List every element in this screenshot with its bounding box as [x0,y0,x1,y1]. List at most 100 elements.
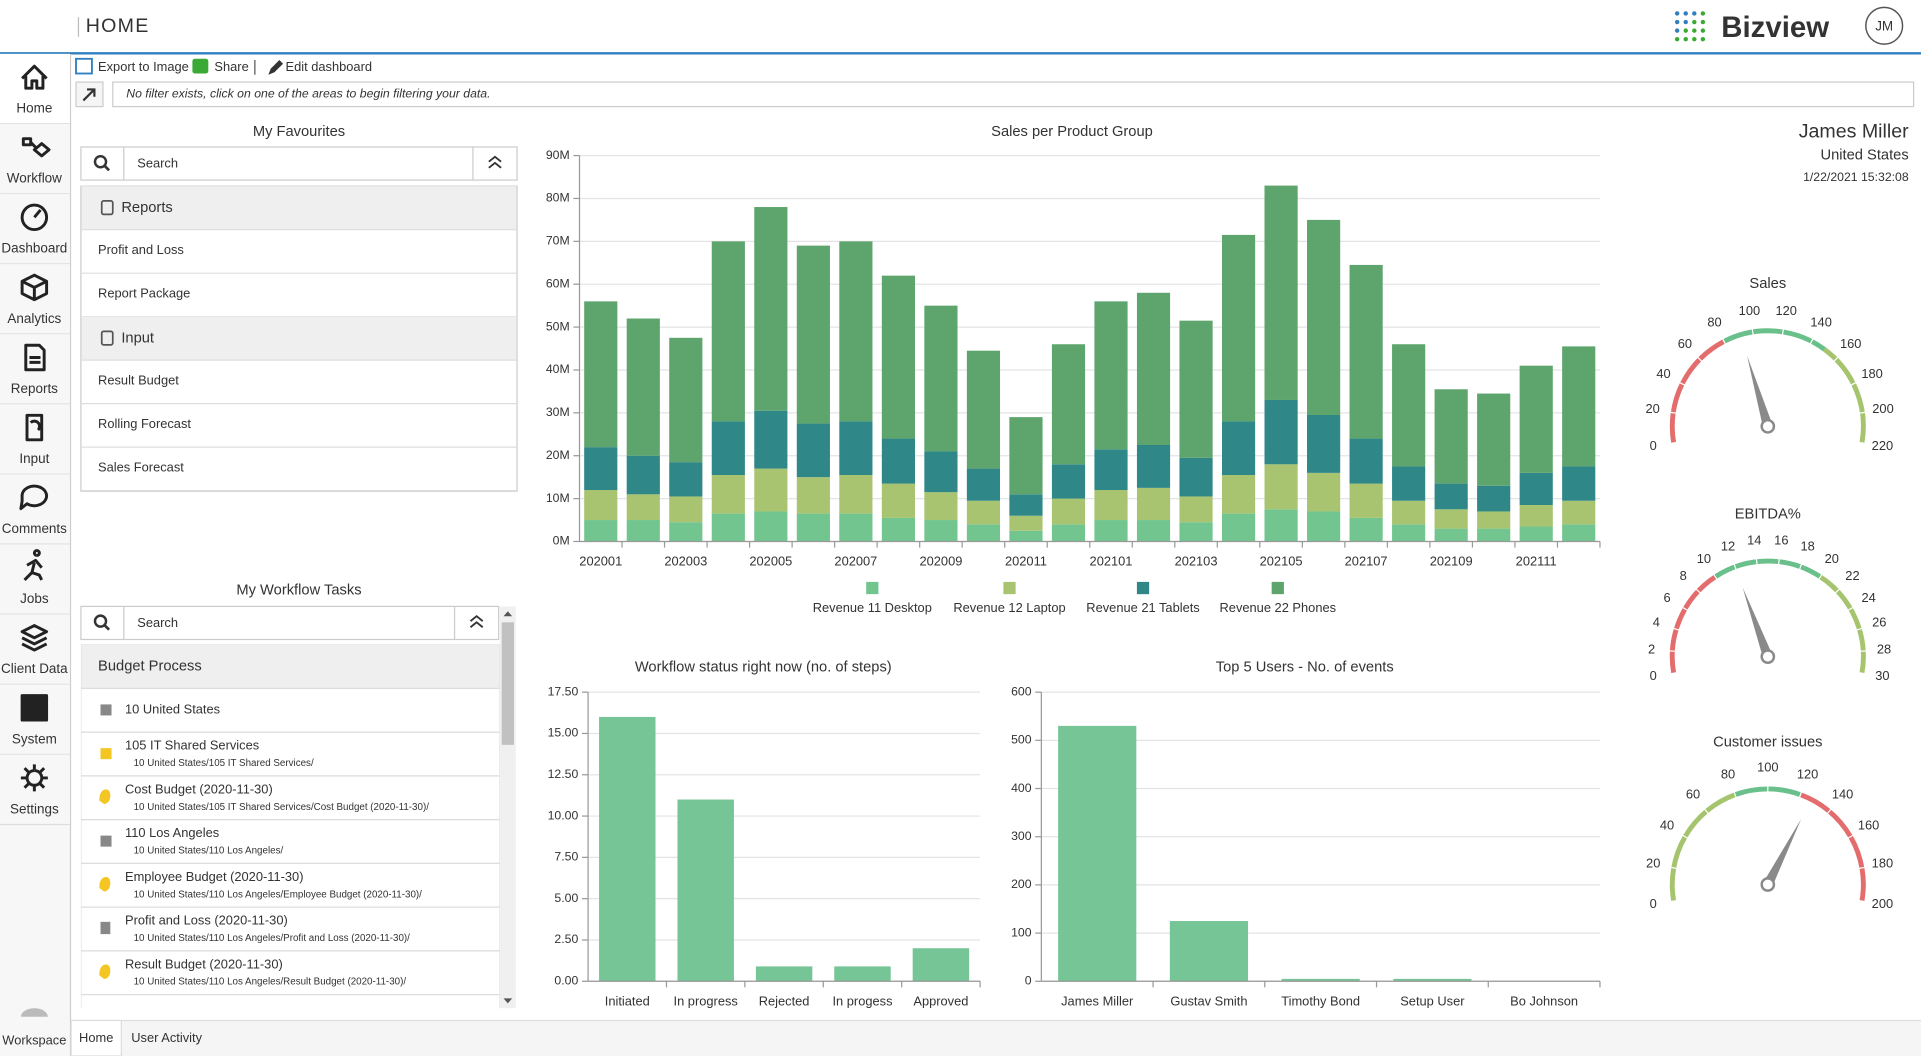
task-row[interactable] [80,994,500,1039]
task-name[interactable]: 105 IT Shared Services [125,738,259,753]
sidebar-label[interactable]: Jobs [20,591,49,606]
bar-segment [924,492,958,521]
task-row[interactable] [80,862,500,908]
sidebar-label[interactable]: Comments [2,521,67,536]
sidebar-item[interactable]: Reports [0,334,70,405]
sidebar-label[interactable]: Settings [10,801,59,816]
y-tick-label: 30M [546,405,570,419]
search-placeholder[interactable]: Search [137,156,178,171]
task-name[interactable]: Profit and Loss (2020-11-30) [125,913,288,928]
bar-segment [1051,524,1086,542]
gauge-tick [1667,650,1679,653]
bar-segment [839,421,873,476]
gauge-tick-label: 200 [1872,896,1893,911]
bar-segment [626,494,660,521]
task-name[interactable]: Cost Budget (2020-11-30) [125,781,273,796]
legend-label[interactable]: Revenue 11 Desktop [813,600,932,615]
tab-label[interactable]: Home [79,1030,113,1045]
tab-label[interactable]: User Activity [131,1030,202,1045]
search-box[interactable] [80,605,500,641]
y-tick-label: 600 [1011,684,1032,698]
gauge-tick [1668,866,1680,870]
avatar[interactable] [1865,6,1904,45]
bar-segment [584,490,618,521]
collapse-icon[interactable] [488,155,502,169]
sidebar-label[interactable]: Workflow [7,171,62,186]
bar-segment [839,475,873,514]
favourite-item[interactable]: Sales Forecast [98,459,184,474]
task-path: 10 United States/110 Los Angeles/Result … [134,977,407,988]
bar-segment [669,522,703,542]
search-placeholder[interactable]: Search [137,615,178,630]
task-name[interactable]: Result Budget (2020-11-30) [125,956,283,971]
task-row[interactable] [80,731,500,777]
sidebar-label[interactable]: System [12,731,57,746]
sidebar-item[interactable]: Home [0,53,70,125]
legend-swatch[interactable] [866,581,879,595]
sidebar-label[interactable]: Analytics [7,311,61,326]
sidebar-label[interactable]: Client Data [1,661,68,676]
toolbar-action[interactable]: Export to Image [98,59,189,74]
favourite-item[interactable]: Report Package [98,285,190,300]
toolbar-action[interactable]: Share [214,59,248,74]
scrollbar-thumb[interactable] [501,622,514,745]
group-header[interactable] [81,186,517,230]
sidebar-label[interactable]: Home [16,101,52,116]
bar-segment [584,447,618,491]
sidebar-item[interactable]: Jobs [0,544,70,615]
sidebar-footer[interactable]: Workspace [2,1033,66,1048]
group-header[interactable] [81,316,517,361]
collapse-icon[interactable] [469,615,484,628]
sidebar-item[interactable]: Workflow [0,123,70,195]
favourite-item[interactable]: Rolling Forecast [98,416,191,431]
task-name[interactable]: 110 Los Angeles [125,825,219,840]
favourite-item[interactable]: Profit and Loss [98,242,184,257]
sidebar-item[interactable]: System [0,684,70,756]
task-name[interactable]: 120 Chicago [125,1007,197,1022]
legend-label[interactable]: Revenue 21 Tablets [1086,600,1199,615]
gauge-tick-label: 220 [1872,438,1893,453]
gauge-tick [1677,381,1688,388]
group-name[interactable]: Budget Process [98,658,202,674]
toolbar-action[interactable]: Edit dashboard [285,59,372,74]
sidebar-item[interactable]: Comments [0,474,70,545]
avatar-initials[interactable]: JM [1875,19,1893,34]
sidebar-label[interactable]: Dashboard [1,241,67,256]
sidebar-item[interactable]: Client Data [0,614,70,685]
sidebar-item[interactable]: Analytics [0,264,70,335]
gauge-tick-label: 60 [1686,787,1700,802]
gauge-tick-label: 14 [1747,532,1761,547]
task-name[interactable]: Employee Budget (2020-11-30) [125,869,303,884]
sidebar-item-bg[interactable] [0,123,70,194]
task-row[interactable] [80,906,500,952]
task-name[interactable]: 10 United States [125,701,220,716]
x-tick-label: Bo Johnson [1510,993,1578,1008]
bar-segment [1051,464,1086,499]
group-name[interactable]: Reports [121,200,172,216]
bar-segment [1477,511,1511,529]
sidebar-item[interactable]: Dashboard [0,194,70,265]
bar-segment [584,520,618,542]
bar [912,948,970,982]
legend-swatch[interactable] [1003,581,1016,595]
legend-label[interactable]: Revenue 12 Laptop [953,600,1065,615]
logo-dot [1674,36,1680,42]
sidebar-item[interactable]: Settings [0,754,70,826]
sidebar-label[interactable]: Reports [11,381,58,396]
legend-swatch[interactable] [1271,581,1284,595]
search-box[interactable] [80,146,518,181]
x-tick-label: 202011 [1005,554,1047,569]
legend-label[interactable]: Revenue 22 Phones [1220,600,1337,615]
tab[interactable] [70,1019,122,1056]
logo-dot [1683,28,1688,33]
legend-swatch[interactable] [1136,581,1150,595]
gauge-band [1799,792,1866,902]
sidebar-item[interactable]: Input [0,404,70,475]
group-name[interactable]: Input [121,331,154,347]
logo-dot [1692,19,1697,25]
favourite-item[interactable]: Result Budget [98,372,179,387]
gauge-tick [1847,381,1859,388]
group-header[interactable] [80,644,500,690]
sidebar-label[interactable]: Input [19,451,49,466]
filter-box[interactable] [112,81,1915,108]
